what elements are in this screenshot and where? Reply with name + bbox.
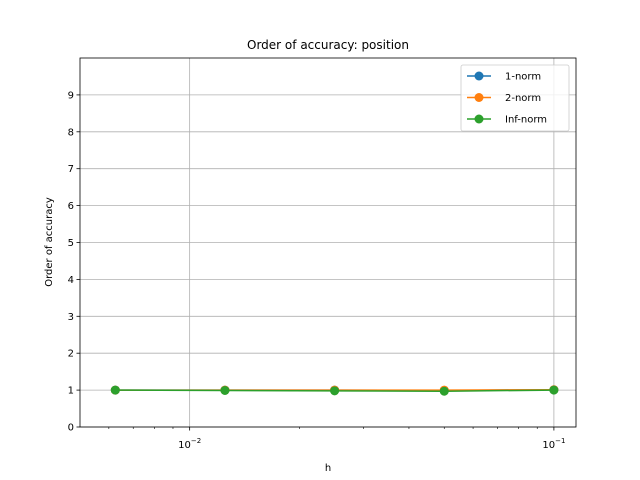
legend-label: 2-norm (505, 93, 541, 104)
y-tick-label: 0 (68, 423, 74, 434)
y-tick-label: 9 (68, 90, 74, 101)
x-tick-label: 10−1 (542, 437, 565, 451)
y-tick-label: 6 (68, 201, 74, 212)
y-tick-label: 8 (68, 127, 74, 138)
legend-marker (474, 93, 484, 102)
legend-marker (474, 71, 484, 81)
y-tick-label: 3 (68, 312, 74, 323)
series-inf-norm (110, 385, 559, 396)
y-tick-label: 2 (68, 349, 74, 360)
legend-label: 1-norm (505, 72, 541, 83)
legend: 1-norm 2-norm Inf-norm (460, 64, 570, 132)
data-point (220, 385, 230, 395)
y-tick-label: 4 (68, 275, 74, 286)
x-tick-label: 10−2 (178, 437, 201, 451)
series-layer (110, 385, 559, 396)
y-tick-label: 7 (68, 164, 74, 175)
data-point (439, 386, 449, 396)
ticks: 0 1 2 3 4 5 6 7 8 9 10−2 10−1 (68, 90, 566, 451)
x-axis-label: h (325, 463, 331, 474)
legend-marker (474, 114, 484, 124)
data-point (110, 385, 120, 395)
legend-label: Inf-norm (505, 115, 547, 126)
y-axis-label: Order of accuracy (44, 197, 55, 287)
y-tick-label: 1 (68, 386, 74, 397)
data-point (330, 386, 340, 396)
legend-box (460, 64, 570, 132)
data-point (549, 385, 559, 395)
chart-title: Order of accuracy: position (247, 38, 409, 52)
y-tick-label: 5 (68, 238, 74, 249)
